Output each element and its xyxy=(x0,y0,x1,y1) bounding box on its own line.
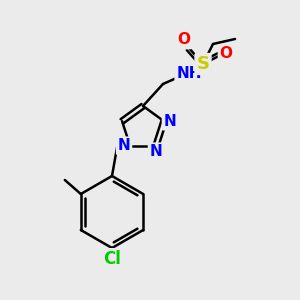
Text: Cl: Cl xyxy=(103,250,121,268)
Text: N: N xyxy=(150,144,162,159)
Text: N: N xyxy=(164,114,176,129)
Text: N: N xyxy=(118,138,130,153)
Text: NH: NH xyxy=(176,67,202,82)
Text: O: O xyxy=(220,46,232,62)
Text: O: O xyxy=(178,32,190,47)
Text: S: S xyxy=(196,55,209,73)
